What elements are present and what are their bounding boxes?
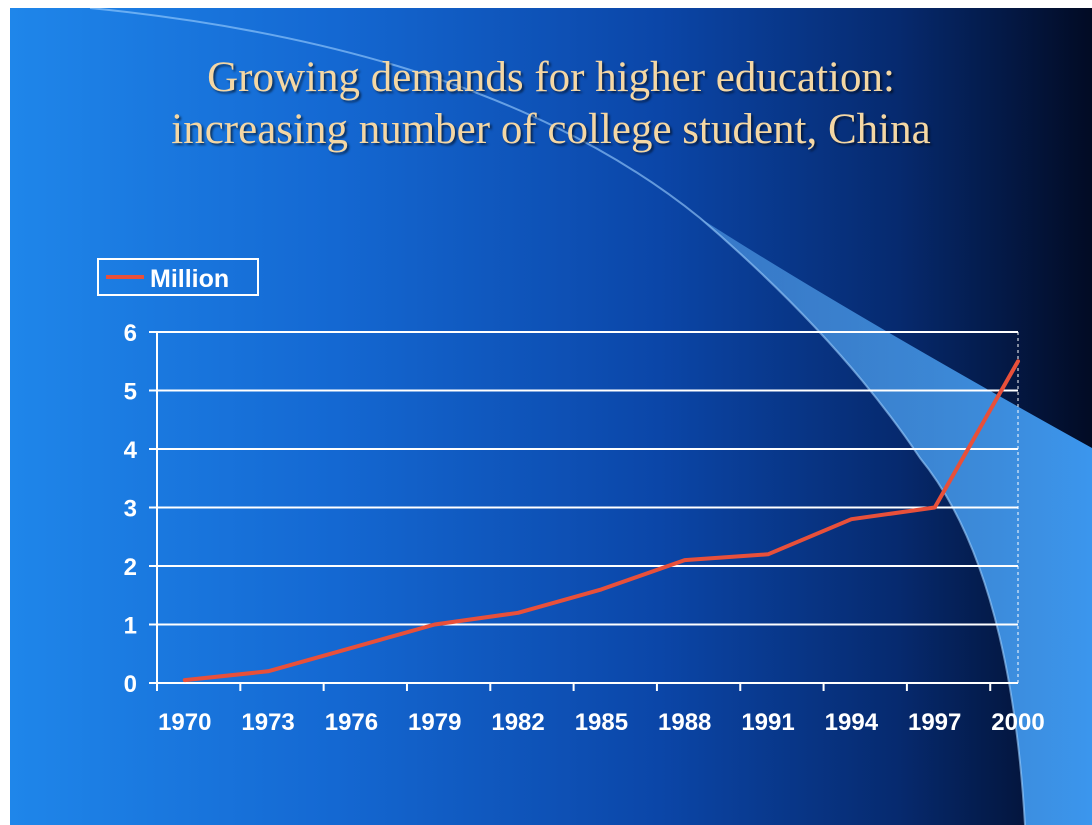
chart-title: Growing demands for higher education: in… <box>10 52 1092 156</box>
slide: Growing demands for higher education: in… <box>10 8 1092 825</box>
line-chart: Million 0 1 2 3 4 5 6 1970 1973 1976 1979 1982 1985… <box>97 258 1045 736</box>
y-tick-label: 2 <box>124 554 137 581</box>
y-axis-labels: 0 1 2 3 4 5 6 <box>124 320 138 698</box>
y-tick-label: 6 <box>124 320 137 347</box>
x-tick-label: 1991 <box>741 709 794 736</box>
legend-label: Million <box>150 265 229 293</box>
decorative-arc <box>89 8 1026 825</box>
title-line-2: increasing number of college student, Ch… <box>171 106 931 153</box>
legend-box <box>97 258 259 296</box>
axes <box>149 331 1018 691</box>
x-tick-label: 1976 <box>325 709 378 736</box>
x-tick-label: 1985 <box>575 709 628 736</box>
grid <box>157 331 1019 683</box>
series <box>182 359 1020 683</box>
x-tick-label: 1970 <box>158 709 211 736</box>
y-tick-label: 1 <box>124 613 137 640</box>
decorative-ribbon <box>700 218 1092 825</box>
x-tick-label: 1997 <box>908 709 961 736</box>
x-tick-label: 2000 <box>991 709 1044 736</box>
y-tick-label: 3 <box>124 496 137 523</box>
y-tick-label: 5 <box>124 379 137 406</box>
y-tick-label: 0 <box>124 671 137 698</box>
legend: Million <box>97 258 259 296</box>
x-tick-label: 1988 <box>658 709 711 736</box>
y-tick-label: 4 <box>124 437 138 464</box>
x-tick-label: 1973 <box>241 709 294 736</box>
x-axis-labels: 1970 1973 1976 1979 1982 1985 1988 1991 1994 1997… <box>158 709 1045 736</box>
x-tick-label: 1979 <box>408 709 461 736</box>
x-tick-label: 1994 <box>825 709 879 736</box>
slide-background <box>89 8 1092 825</box>
title-line-1: Growing demands for higher education: <box>207 54 895 101</box>
series-line <box>182 359 1020 683</box>
x-tick-label: 1982 <box>491 709 544 736</box>
